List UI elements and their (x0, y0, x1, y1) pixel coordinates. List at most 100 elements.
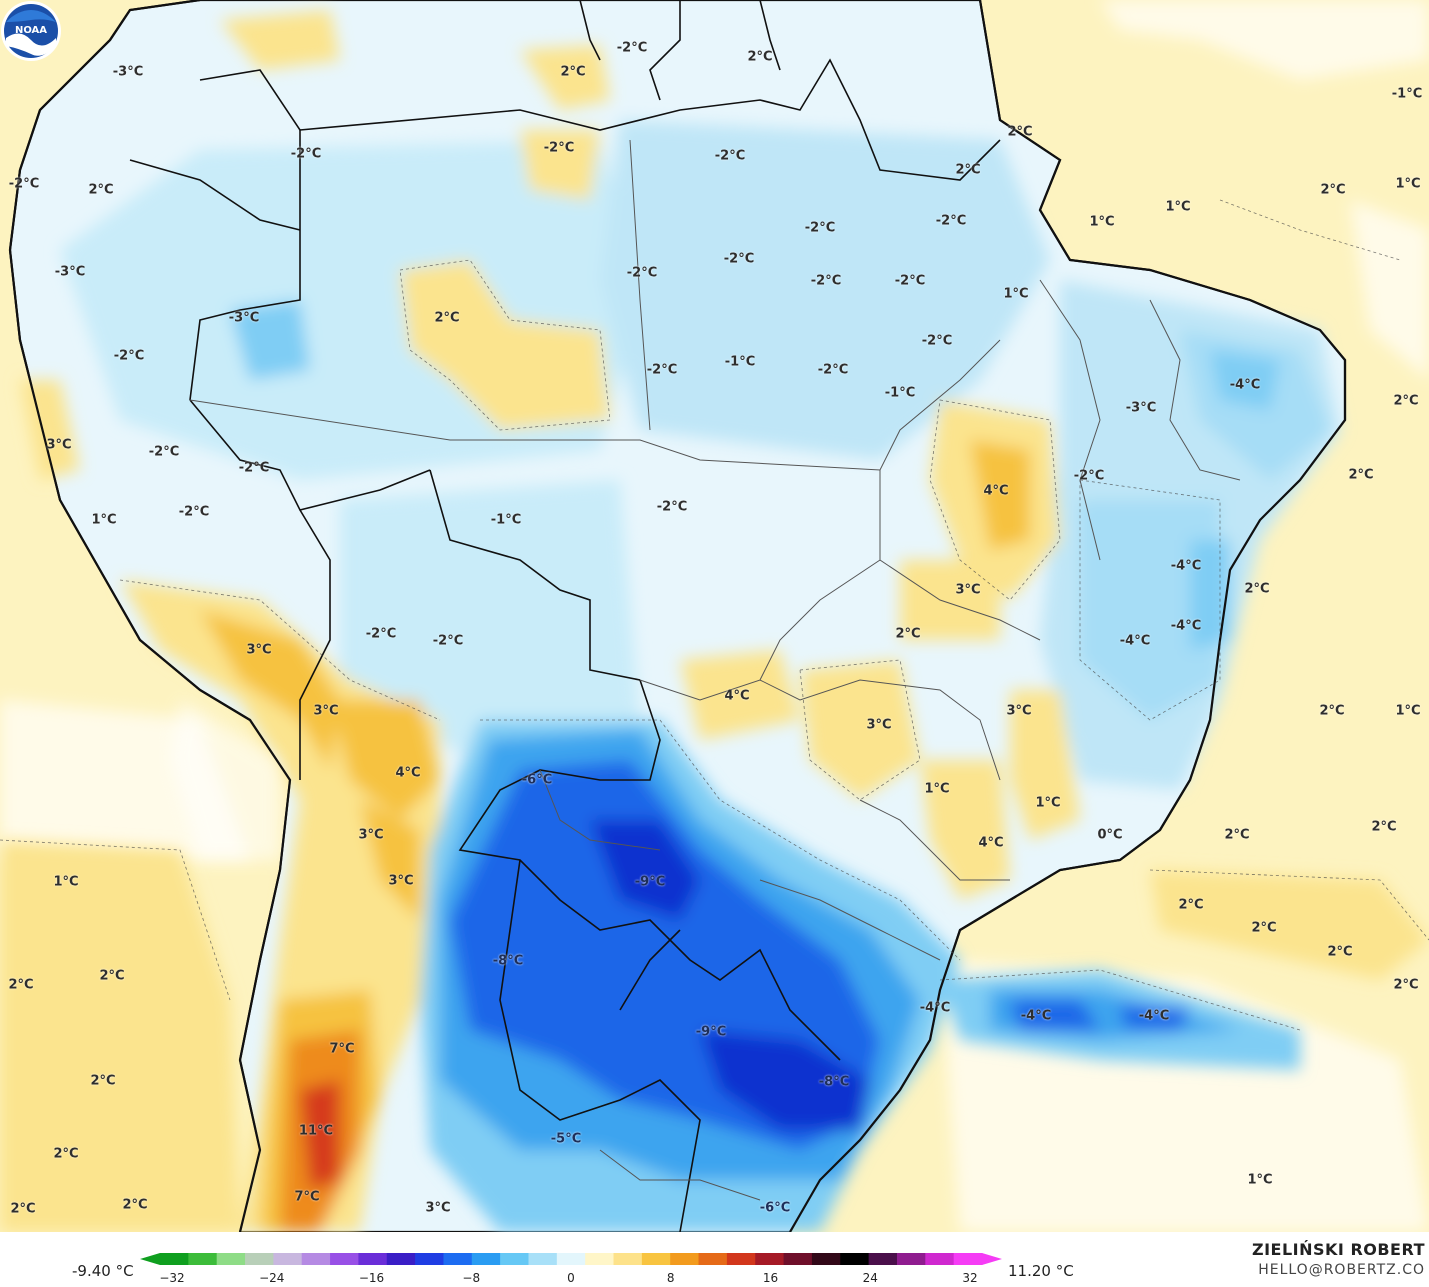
colorbar-segment (783, 1253, 813, 1265)
temperature-label: 1°C (1089, 214, 1115, 230)
contour-lines (0, 199, 1429, 1031)
temperature-label: -3°C (1125, 400, 1157, 416)
temperature-label: 1°C (91, 512, 117, 528)
temperature-label: -1°C (1391, 86, 1423, 102)
temperature-label: -2°C (646, 362, 678, 378)
temperature-label: -4°C (1170, 618, 1202, 634)
temperature-label: 1°C (924, 781, 950, 797)
temperature-label: -6°C (521, 772, 553, 788)
colorbar-right-arrow (982, 1253, 1002, 1265)
temperature-label: 2°C (90, 1073, 116, 1089)
temperature-label: 2°C (1319, 703, 1345, 719)
temperature-label: 1°C (1395, 703, 1421, 719)
temperature-label: 2°C (8, 977, 34, 993)
temperature-label: -2°C (178, 504, 210, 520)
temperature-label: 3°C (46, 437, 72, 453)
legend-max-value: 11.20 °C (1008, 1262, 1074, 1280)
colorbar-segment (585, 1253, 615, 1265)
temperature-label: 3°C (866, 717, 892, 733)
colorbar-segment (160, 1253, 189, 1265)
temperature-label: 2°C (1348, 467, 1374, 483)
temperature-label: 2°C (1320, 182, 1346, 198)
colorbar-tick-label: −8 (462, 1271, 481, 1285)
temperature-label: 1°C (1165, 199, 1191, 215)
temperature-label: -1°C (724, 354, 756, 370)
temperature-label: -3°C (228, 310, 260, 326)
colorbar-segment (245, 1253, 274, 1265)
temperature-label: 3°C (388, 873, 414, 889)
credit-email: HELLO@ROBERTZ.CO (1258, 1262, 1425, 1278)
legend: -9.40 °C −32 −24 −16 −8 0 8 16 24 32 11.20 °C ZI… (0, 1232, 1429, 1287)
colorbar-tick-label: 0 (567, 1271, 575, 1285)
temperature-label: 1°C (1003, 286, 1029, 302)
colorbar-segment (330, 1253, 359, 1265)
temperature-label: -2°C (714, 148, 746, 164)
temperature-label: 2°C (560, 64, 586, 80)
temperature-label: 2°C (1224, 827, 1250, 843)
temperature-label: -4°C (1170, 558, 1202, 574)
noaa-logo: NOAA (1, 1, 61, 61)
temperature-label: 2°C (1244, 581, 1270, 597)
temperature-label: -2°C (935, 213, 967, 229)
land-shading (0, 10, 1429, 1232)
temperature-label: 2°C (895, 626, 921, 642)
temperature-label: 2°C (1251, 920, 1277, 936)
temperature-label: 11°C (298, 1123, 334, 1139)
colorbar-segment (840, 1253, 870, 1265)
map-canvas (0, 0, 1429, 1232)
temperature-label: 1°C (1035, 795, 1061, 811)
temperature-label: 2°C (1371, 819, 1397, 835)
temperature-label: 2°C (99, 968, 125, 984)
temperature-label: 2°C (10, 1201, 36, 1217)
temperature-label: -2°C (290, 146, 322, 162)
temperature-label: 3°C (358, 827, 384, 843)
temperature-label: -4°C (1119, 633, 1151, 649)
temperature-label: -4°C (1138, 1008, 1170, 1024)
state-borders (189, 139, 1241, 1201)
temperature-label: -1°C (490, 512, 522, 528)
temperature-label: -2°C (810, 273, 842, 289)
colorbar-segment (755, 1253, 785, 1265)
colorbar-segment (386, 1253, 416, 1265)
noaa-logo-text: NOAA (15, 25, 47, 36)
colorbar-segment (188, 1253, 218, 1265)
colorbar-segment (868, 1253, 898, 1265)
temperature-label: 2°C (955, 162, 981, 178)
temperature-label: -8°C (818, 1074, 850, 1090)
temperature-label: -2°C (543, 140, 575, 156)
colorbar-segment (358, 1253, 388, 1265)
colorbar-segment (811, 1253, 841, 1265)
colorbar-segment (528, 1253, 558, 1265)
temperature-label: -4°C (1229, 377, 1261, 393)
temperature-label: -9°C (634, 874, 666, 890)
colorbar-segment (698, 1253, 728, 1265)
temperature-map: 2°C -3°C 2°C -2°C 2°C -1°C 2°C -2°C -2°C -2°C 2°C 1… (0, 0, 1429, 1233)
temperature-label: 2°C (1393, 977, 1419, 993)
temperature-label: 0°C (1097, 827, 1123, 843)
temperature-label: -5°C (550, 1131, 582, 1147)
colorbar-segment (896, 1253, 926, 1265)
temperature-label: 2°C (122, 1197, 148, 1213)
colorbar-tick-label: −32 (159, 1271, 185, 1285)
credit-name: ZIELIŃSKI ROBERT (1251, 1240, 1425, 1259)
temperature-label: 4°C (983, 483, 1009, 499)
colorbar-segment (415, 1253, 444, 1265)
temperature-label: 4°C (978, 835, 1004, 851)
colorbar-left-arrow (140, 1253, 160, 1265)
temperature-label: -2°C (1073, 468, 1105, 484)
temperature-label: 2°C (1327, 944, 1353, 960)
colorbar-segment (925, 1253, 955, 1265)
colorbar-tick-label: −16 (358, 1271, 385, 1285)
temperature-label: -2°C (626, 265, 658, 281)
temperature-label: -2°C (432, 633, 464, 649)
temperature-label: 7°C (294, 1189, 320, 1205)
colorbar-segment (613, 1253, 643, 1265)
legend-min-value: -9.40 °C (72, 1262, 134, 1280)
temperature-label: -9°C (695, 1024, 727, 1040)
colorbar-segment (500, 1253, 529, 1265)
temperature-label: -4°C (1020, 1008, 1052, 1024)
temperature-label: -1°C (884, 385, 916, 401)
temperature-label: 2°C (1007, 124, 1033, 140)
temperature-label: -6°C (759, 1200, 791, 1216)
temperature-label: -2°C (817, 362, 849, 378)
